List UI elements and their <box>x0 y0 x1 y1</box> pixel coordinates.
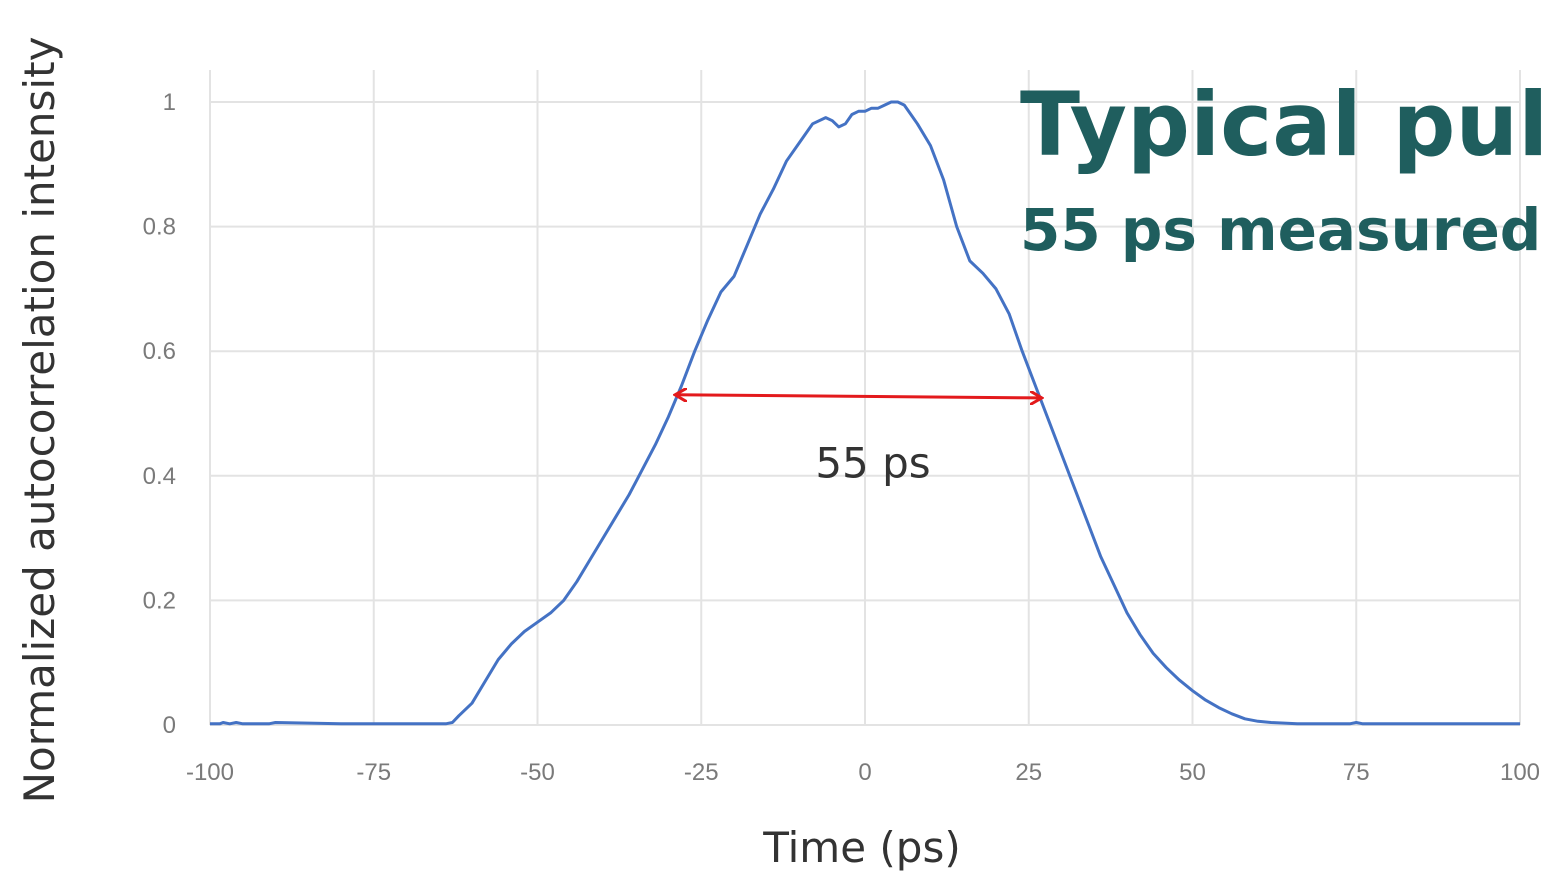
y-tick-label: 0.4 <box>143 463 176 490</box>
fwhm-annotation-label: 55 ps <box>815 438 930 487</box>
overlay-title: Typical pul <box>1020 73 1548 176</box>
x-tick-label: 75 <box>1343 759 1370 786</box>
x-tick-label: -100 <box>186 759 234 786</box>
y-tick-label: 0.6 <box>143 338 176 365</box>
x-axis-title: Time (ps) <box>762 823 960 872</box>
y-tick-labels: 0 0.2 0.4 0.6 0.8 1 <box>143 89 176 739</box>
x-tick-label: 100 <box>1500 759 1540 786</box>
annotation-layer: 55 ps <box>675 395 1042 487</box>
y-tick-label: 1 <box>163 89 176 116</box>
y-tick-label: 0 <box>163 712 176 739</box>
series-line <box>210 100 1520 726</box>
x-tick-label: 50 <box>1179 759 1206 786</box>
overlay-subtitle: 55 ps measured <box>1020 196 1541 264</box>
y-tick-label: 0.8 <box>143 214 176 241</box>
y-axis-title: Normalized autocorrelation intensity <box>15 37 64 804</box>
y-tick-label: 0.2 <box>143 587 176 614</box>
x-tick-label: -25 <box>684 759 719 786</box>
x-tick-label: 0 <box>858 759 871 786</box>
x-tick-label: 25 <box>1015 759 1042 786</box>
x-tick-labels: -100 -75 -50 -25 0 25 50 75 100 <box>186 759 1540 786</box>
fwhm-double-arrow <box>675 395 1042 398</box>
x-tick-label: -50 <box>520 759 555 786</box>
x-tick-label: -75 <box>356 759 391 786</box>
series-layer <box>210 100 1520 726</box>
